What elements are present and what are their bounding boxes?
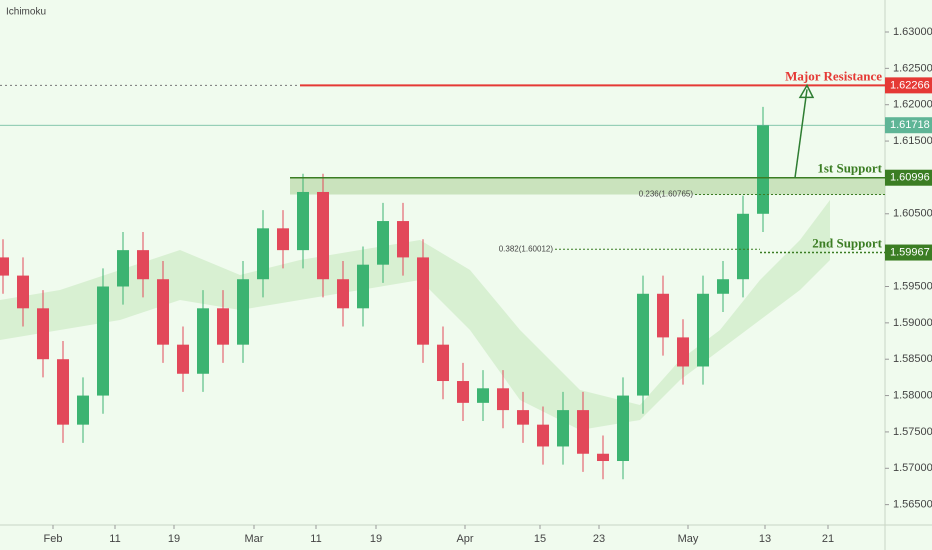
fib-label: 0.382(1.60012)	[499, 244, 554, 253]
candle-body	[537, 424, 549, 447]
x-tick-label: 11	[310, 533, 321, 545]
candle-body	[117, 250, 129, 287]
candle-body	[697, 293, 709, 367]
candle-body	[77, 395, 89, 425]
level-price-label: 1.62266	[890, 79, 930, 91]
candle-body	[97, 286, 109, 396]
level-name: 1st Support	[817, 161, 882, 176]
candle-body	[257, 228, 269, 280]
candle-body	[577, 410, 589, 454]
fib-label: 0.236(1.60765)	[639, 190, 694, 199]
candle-body	[157, 279, 169, 345]
level-name: Major Resistance	[785, 68, 882, 83]
candle-body	[717, 279, 729, 294]
x-tick-label: 13	[759, 533, 771, 545]
x-tick-label: 23	[593, 533, 605, 545]
x-tick-label: Mar	[245, 533, 264, 545]
x-tick-label: 19	[370, 533, 382, 545]
y-tick-label: 1.59500	[893, 280, 932, 292]
arrow-shaft	[794, 89, 808, 178]
candle-body	[557, 410, 569, 447]
candle-body	[17, 275, 29, 309]
candle-body	[477, 388, 489, 403]
y-tick-label: 1.56500	[893, 499, 932, 511]
candle-body	[57, 359, 69, 425]
y-tick-label: 1.59000	[893, 317, 932, 329]
y-tick-label: 1.58000	[893, 389, 932, 401]
y-tick-label: 1.57000	[893, 462, 932, 474]
x-tick-label: 11	[109, 533, 120, 545]
candle-body	[437, 344, 449, 382]
level-price-box	[885, 244, 932, 261]
candle-body	[337, 279, 349, 309]
level-price-box	[885, 169, 932, 186]
candle-body	[657, 293, 669, 338]
level-price-label: 1.60996	[890, 172, 930, 184]
candle-body	[377, 221, 389, 265]
candle-body	[297, 191, 309, 251]
arrow-head	[798, 83, 815, 99]
y-tick-label: 1.62500	[893, 62, 932, 74]
x-tick-label: Apr	[456, 533, 473, 545]
x-tick-label: Feb	[44, 533, 63, 545]
y-tick-label: 1.63000	[893, 26, 932, 38]
y-tick-label: 1.61500	[893, 135, 932, 147]
level-price-box	[885, 77, 932, 94]
x-tick-label: May	[678, 533, 699, 545]
candle-body	[617, 395, 629, 462]
candle-body	[397, 221, 409, 258]
candle-body	[357, 264, 369, 309]
candle-body	[0, 257, 9, 276]
y-tick-label: 1.60500	[893, 208, 932, 220]
y-tick-label: 1.62000	[893, 99, 932, 111]
candle-body	[497, 388, 509, 411]
candle-body	[457, 381, 469, 403]
indicator-label: Ichimoku	[6, 7, 46, 18]
candle-body	[197, 308, 209, 374]
candle-body	[737, 213, 749, 280]
candle-body	[277, 228, 289, 251]
y-tick-label: 1.58500	[893, 353, 932, 365]
candle-body	[757, 125, 769, 214]
candle-body	[237, 279, 249, 345]
candle-body	[417, 257, 429, 345]
x-tick-label: 19	[168, 533, 180, 545]
candle-body	[597, 453, 609, 462]
support-zone	[290, 177, 885, 195]
candle-body	[677, 337, 689, 367]
candle-body	[517, 410, 529, 425]
candle-body	[637, 293, 649, 396]
last-price-box	[885, 117, 932, 134]
last-price-label: 1.61718	[890, 119, 930, 131]
candle-body	[177, 344, 189, 374]
candle-body	[317, 191, 329, 280]
x-tick-label: 21	[822, 533, 834, 545]
ichimoku-cloud	[0, 200, 830, 430]
level-price-label: 1.59967	[890, 246, 930, 258]
x-tick-label: 15	[534, 533, 546, 545]
candle-body	[217, 308, 229, 345]
level-name: 2nd Support	[812, 236, 882, 251]
candle-body	[137, 250, 149, 280]
y-tick-label: 1.57500	[893, 426, 932, 438]
candle-body	[37, 308, 49, 360]
